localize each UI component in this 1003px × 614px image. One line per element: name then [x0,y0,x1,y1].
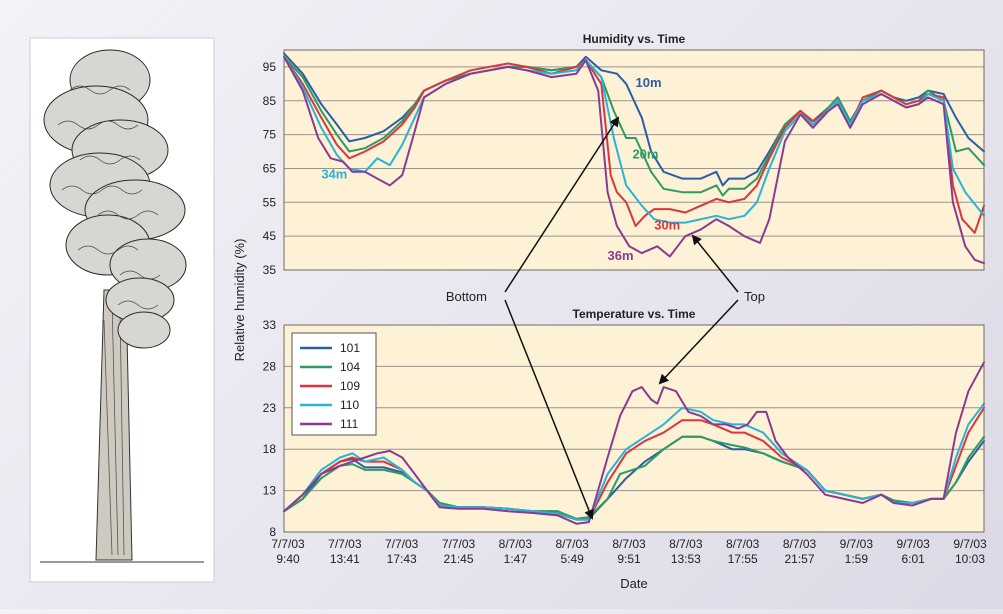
x-tick-time: 9:51 [617,552,641,566]
y-tick-label: 28 [263,359,277,373]
legend-label-104: 104 [340,360,360,374]
humidity-series-labels: 10m 20m 34m 30m 36m [321,75,680,263]
legend-label-110: 110 [340,398,359,412]
x-tick-time: 17:55 [728,552,758,566]
x-tick-time: 5:49 [560,552,584,566]
x-tick-date: 8/7/03 [726,537,760,551]
y-tick-label: 35 [263,263,277,277]
x-tick-time: 13:53 [671,552,701,566]
x-tick-date: 7/7/03 [328,537,362,551]
legend-box [291,332,377,436]
y-tick-label: 75 [263,128,277,142]
x-tick-date: 8/7/03 [669,537,703,551]
x-tick-time: 17:43 [387,552,417,566]
x-tick-date: 7/7/03 [442,537,476,551]
x-tick-date: 7/7/03 [385,537,419,551]
x-tick-time: 6:01 [901,552,925,566]
humidity-chart-title: Humidity vs. Time [583,32,686,46]
series-label-20m: 20m [632,146,658,161]
y-tick-label: 13 [263,484,277,498]
series-line-30m [283,55,985,234]
bottom-arrow-temperature [504,299,594,520]
x-tick-date: 9/7/03 [953,537,987,551]
x-tick-time: 13:41 [330,552,360,566]
temperature-plot-area [284,325,984,532]
temperature-series-lines [283,361,985,525]
x-tick-date: 8/7/03 [783,537,817,551]
top-arrow-temperature [658,299,739,385]
x-tick-time: 1:47 [504,552,528,566]
series-label-34m: 34m [321,167,347,182]
series-line-111 [283,361,985,525]
temperature-chart-title: Temperature vs. Time [573,307,696,321]
y-tick-label: 23 [263,401,277,415]
tree-illustration [29,37,215,583]
legend-label-109: 109 [340,379,360,393]
series-label-36m: 36m [608,248,634,263]
series-label-30m: 30m [654,217,680,232]
y-tick-label: 33 [263,318,277,332]
humidity-series-lines [283,52,985,265]
y-tick-label: 45 [263,229,277,243]
x-tick-time: 21:45 [443,552,473,566]
x-tick-date: 8/7/03 [499,537,533,551]
y-tick-label: 85 [263,94,277,108]
x-tick-time: 10:03 [955,552,985,566]
temperature-x-ticks: 7/7/039:407/7/0313:417/7/0317:437/7/0321… [271,537,987,566]
bottom-arrow-humidity [504,116,620,293]
legend-label-101: 101 [340,341,360,355]
x-tick-date: 8/7/03 [555,537,589,551]
top-annotation-label: Top [744,289,765,304]
y-tick-label: 55 [263,195,277,209]
temperature-legend: 101 104 109 110 111 [291,332,377,436]
x-tick-date: 7/7/03 [271,537,305,551]
x-tick-date: 8/7/03 [612,537,646,551]
temperature-axis-frame [283,324,985,533]
y-tick-label: 65 [263,161,277,175]
y-tick-label: 18 [263,442,277,456]
bottom-annotation-label: Bottom [446,289,487,304]
x-tick-date: 9/7/03 [840,537,874,551]
humidity-axis-frame [283,49,985,271]
y-tick-label: 95 [263,60,277,74]
humidity-y-ticks: 35 45 55 65 75 85 95 [263,60,277,277]
y-axis-label: Relative humidity (%) [232,239,247,362]
legend-label-111: 111 [340,417,359,431]
x-tick-date: 9/7/03 [896,537,930,551]
temperature-y-ticks: 8 13 18 23 28 33 [263,318,277,539]
x-tick-time: 1:59 [845,552,869,566]
series-line-36m [283,55,985,265]
top-arrow-humidity [691,234,739,293]
series-label-10m: 10m [636,75,662,90]
x-axis-label: Date [620,576,647,591]
y-tick-label: 8 [269,525,276,539]
x-tick-time: 21:57 [784,552,814,566]
x-tick-time: 9:40 [276,552,300,566]
humidity-plot-area [284,50,984,270]
